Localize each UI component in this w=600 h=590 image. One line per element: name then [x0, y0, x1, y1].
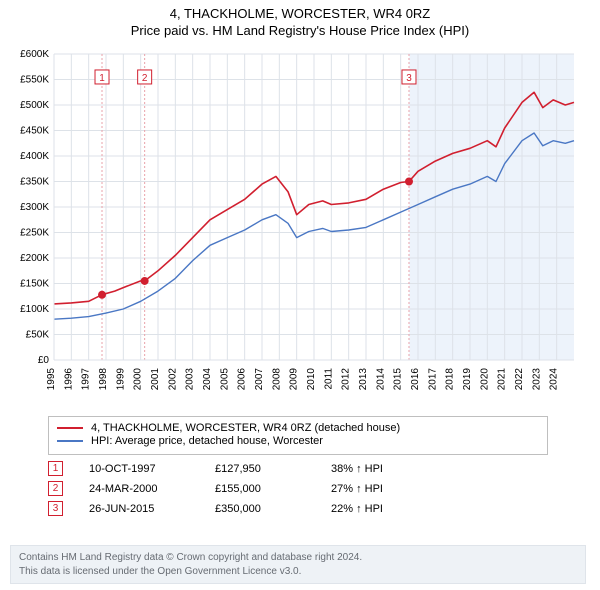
x-tick-label: 2004 — [202, 368, 213, 391]
y-tick-label: £250K — [20, 228, 49, 239]
sale-row: 3 26-JUN-2015 £350,000 22% ↑ HPI — [48, 501, 548, 516]
sale-price: £155,000 — [215, 483, 305, 495]
legend-swatch — [57, 440, 83, 442]
x-tick-label: 2008 — [271, 368, 282, 391]
y-tick-label: £50K — [26, 330, 50, 341]
legend-swatch — [57, 427, 83, 429]
x-tick-label: 2005 — [219, 368, 230, 391]
legend-label: HPI: Average price, detached house, Worc… — [91, 435, 323, 447]
y-tick-label: £450K — [20, 126, 49, 137]
x-tick-label: 1996 — [63, 368, 74, 391]
chart-marker-badge: 2 — [142, 73, 148, 84]
sale-badge: 2 — [48, 481, 63, 496]
y-tick-label: £600K — [20, 49, 49, 60]
x-tick-label: 1997 — [81, 368, 92, 391]
legend-item: HPI: Average price, detached house, Worc… — [57, 435, 539, 447]
x-tick-label: 2019 — [462, 368, 473, 391]
x-tick-label: 2016 — [410, 368, 421, 391]
y-tick-label: £150K — [20, 279, 49, 290]
x-tick-label: 2021 — [497, 368, 508, 391]
y-tick-label: £500K — [20, 100, 49, 111]
chart: £0 £50K £100K £150K £200K £250K £300K £350K £400… — [8, 46, 584, 406]
footer-attribution: Contains HM Land Registry data © Crown c… — [10, 545, 586, 584]
chart-marker-badge: 3 — [406, 73, 412, 84]
x-tick-label: 2003 — [185, 368, 196, 391]
legend-box: 4, THACKHOLME, WORCESTER, WR4 0RZ (detac… — [48, 416, 548, 455]
sale-pct-vs-hpi: 38% ↑ HPI — [331, 463, 383, 475]
x-tick-label: 2022 — [514, 368, 525, 391]
x-tick-label: 1998 — [98, 368, 109, 391]
y-tick-label: £400K — [20, 151, 49, 162]
footer-line1: Contains HM Land Registry data © Crown c… — [19, 551, 577, 565]
x-tick-label: 2015 — [393, 368, 404, 391]
y-tick-label: £350K — [20, 177, 49, 188]
footer-line2: This data is licensed under the Open Gov… — [19, 565, 577, 579]
sale-pct-vs-hpi: 22% ↑ HPI — [331, 503, 383, 515]
x-tick-label: 2009 — [289, 368, 300, 391]
x-tick-label: 2006 — [237, 368, 248, 391]
x-tick-label: 2018 — [445, 368, 456, 391]
chart-marker-badge: 1 — [99, 73, 105, 84]
x-tick-label: 1999 — [115, 368, 126, 391]
x-tick-label: 1995 — [46, 368, 57, 391]
sale-badge: 1 — [48, 461, 63, 476]
sale-price: £350,000 — [215, 503, 305, 515]
sale-price: £127,950 — [215, 463, 305, 475]
sale-pct-vs-hpi: 27% ↑ HPI — [331, 483, 383, 495]
y-tick-label: £550K — [20, 75, 49, 86]
y-tick-label: £200K — [20, 253, 49, 264]
x-tick-label: 2017 — [427, 368, 438, 391]
title-subtitle: Price paid vs. HM Land Registry's House … — [0, 23, 600, 38]
title-address: 4, THACKHOLME, WORCESTER, WR4 0RZ — [0, 6, 600, 21]
x-tick-label: 2024 — [549, 368, 560, 391]
y-tick-label: £100K — [20, 304, 49, 315]
x-tick-label: 2007 — [254, 368, 265, 391]
legend-and-sales: 4, THACKHOLME, WORCESTER, WR4 0RZ (detac… — [48, 416, 548, 521]
x-tick-label: 2023 — [531, 368, 542, 391]
x-tick-label: 2014 — [375, 368, 386, 391]
sale-date: 24-MAR-2000 — [89, 483, 189, 495]
sales-table: 1 10-OCT-1997 £127,950 38% ↑ HPI 2 24-MAR-200… — [48, 461, 548, 516]
x-tick-label: 2002 — [167, 368, 178, 391]
x-tick-label: 2013 — [358, 368, 369, 391]
x-tick-label: 2000 — [133, 368, 144, 391]
x-tick-label: 2001 — [150, 368, 161, 391]
x-tick-label: 2010 — [306, 368, 317, 391]
y-tick-label: £0 — [38, 355, 50, 366]
sale-row: 1 10-OCT-1997 £127,950 38% ↑ HPI — [48, 461, 548, 476]
sale-date: 26-JUN-2015 — [89, 503, 189, 515]
legend-item: 4, THACKHOLME, WORCESTER, WR4 0RZ (detac… — [57, 422, 539, 434]
y-tick-label: £300K — [20, 202, 49, 213]
legend-label: 4, THACKHOLME, WORCESTER, WR4 0RZ (detac… — [91, 422, 400, 434]
title-block: 4, THACKHOLME, WORCESTER, WR4 0RZ Price … — [0, 0, 600, 38]
x-tick-label: 2011 — [323, 368, 334, 390]
sale-badge: 3 — [48, 501, 63, 516]
x-tick-label: 2012 — [341, 368, 352, 391]
sale-row: 2 24-MAR-2000 £155,000 27% ↑ HPI — [48, 481, 548, 496]
x-tick-label: 2020 — [479, 368, 490, 391]
sale-date: 10-OCT-1997 — [89, 463, 189, 475]
